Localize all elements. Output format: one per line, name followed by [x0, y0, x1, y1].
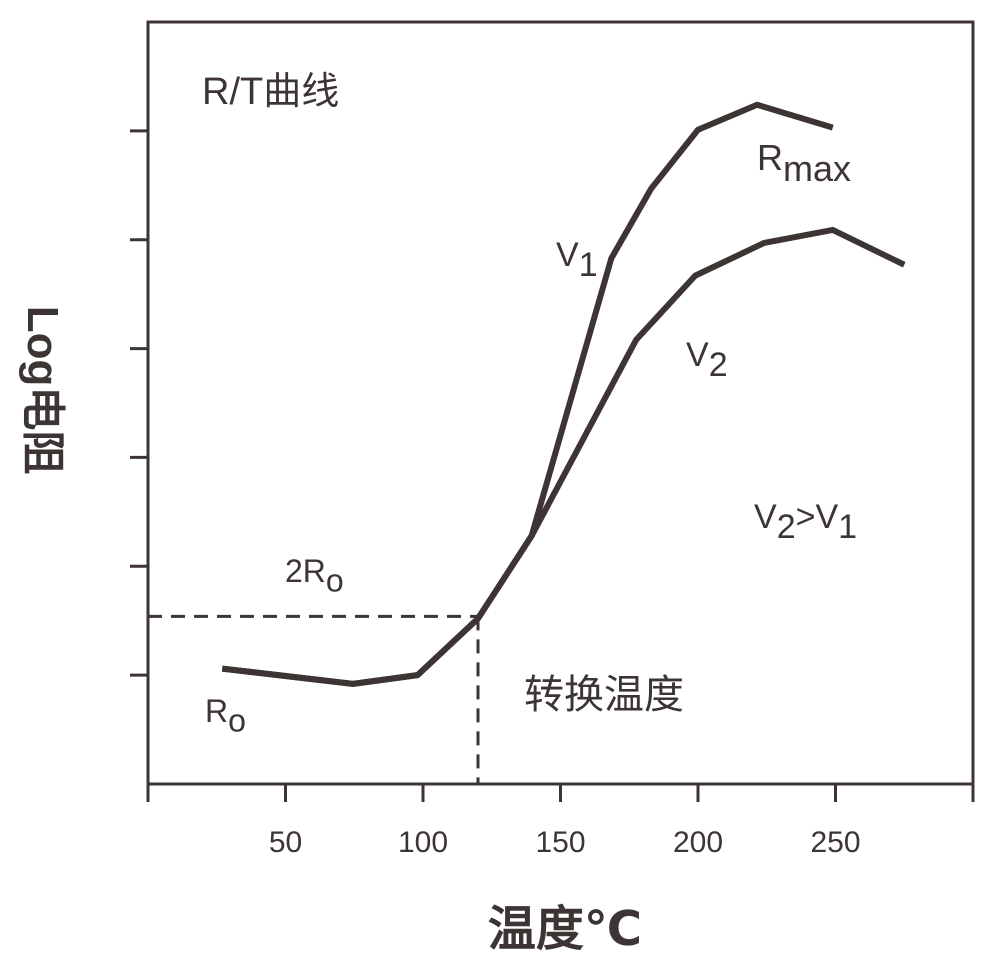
annotation-text: R [757, 137, 783, 178]
x-tick-label: 50 [269, 826, 302, 859]
annotation-subscript: o [228, 703, 246, 739]
annotation: V2 [686, 336, 728, 384]
plot-frame [146, 20, 975, 786]
data-line [221, 101, 834, 687]
annotation-text: 2R [285, 553, 326, 589]
x-tick-label: 200 [673, 826, 723, 859]
annotation-subscript: o [326, 563, 344, 599]
annotation-subscript: 1 [579, 246, 598, 284]
annotation-subscript: 2 [709, 346, 728, 384]
y-axis-title: Log电阻 [18, 306, 67, 475]
annotation: V2>V1 [754, 498, 857, 546]
annotation-text: 转换温度 [524, 673, 684, 717]
annotation-subscript: max [783, 148, 851, 189]
annotation-text: V [754, 498, 777, 536]
annotation: 2Ro [285, 553, 344, 599]
x-tick-label: 250 [810, 826, 860, 859]
data-line [221, 226, 906, 687]
annotation-subscript: 1 [838, 508, 857, 546]
annotation: Ro [205, 693, 246, 739]
x-tick-label: 150 [535, 826, 585, 859]
annotation: V1 [556, 236, 598, 284]
annotation-text: V [556, 236, 579, 274]
x-tick-label: 100 [398, 826, 448, 859]
x-axis-title: 温度℃ [488, 903, 642, 956]
annotation-subscript: 2 [777, 508, 796, 546]
chart-title: R/T曲线 [202, 71, 339, 113]
annotation-text: V [686, 336, 709, 374]
annotation: Rmax [757, 137, 851, 189]
annotation-text: R [205, 693, 228, 729]
annotation: 转换温度 [524, 673, 684, 717]
annotation-text: >V [796, 498, 839, 536]
